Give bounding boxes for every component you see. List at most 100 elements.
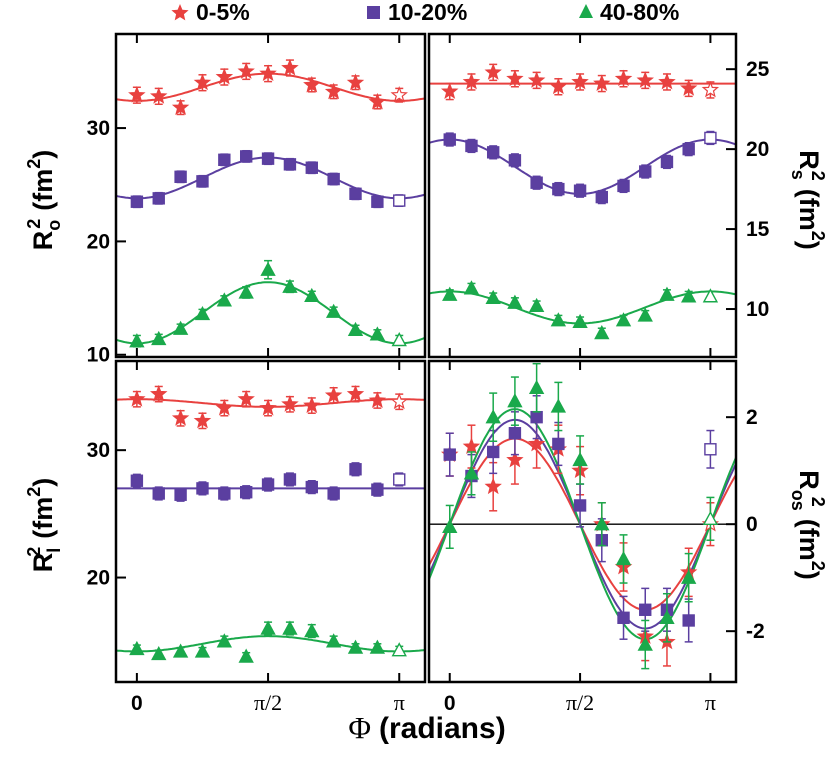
triangle-marker — [304, 623, 320, 638]
data-point — [550, 312, 567, 327]
square-marker — [573, 184, 587, 197]
x-axis-label: Φ (radians) — [348, 710, 505, 745]
square-marker — [508, 427, 522, 440]
triangle-marker — [550, 398, 567, 413]
data-point — [442, 504, 458, 549]
triangle-marker — [528, 379, 545, 394]
square-marker — [595, 190, 608, 204]
square-marker — [218, 153, 231, 167]
y-tick-label: 25 — [746, 58, 770, 81]
panel-frame-bottom-left — [114, 359, 427, 684]
triangle-marker — [485, 409, 501, 424]
data-point — [636, 71, 654, 90]
data-point — [680, 79, 698, 98]
triangle-marker — [681, 288, 697, 303]
square-marker — [682, 614, 695, 627]
legend-item-40-80: 40-80% — [579, 0, 679, 25]
data-point — [368, 391, 387, 409]
data-point — [571, 72, 589, 91]
triangle-marker — [594, 325, 610, 340]
data-point — [261, 152, 275, 166]
square-marker — [283, 473, 297, 486]
data-point — [441, 82, 459, 101]
square-marker — [704, 131, 717, 145]
data-point — [239, 149, 253, 163]
star-marker — [462, 437, 481, 455]
triangle-marker — [216, 292, 233, 307]
triangle-marker — [194, 305, 211, 321]
plot-area — [429, 362, 736, 670]
square-marker — [239, 486, 253, 499]
triangle-marker — [172, 643, 189, 658]
square-marker — [283, 158, 297, 171]
panel-rl-squared: 20 30 0 π/2 π — [87, 361, 425, 715]
data-point — [462, 72, 481, 91]
square-marker — [508, 154, 522, 167]
data-point — [702, 496, 719, 541]
data-point — [327, 172, 340, 186]
y-tick-label: 10 — [746, 298, 769, 321]
data-point — [172, 320, 189, 335]
star-marker — [237, 62, 255, 79]
triangle-marker — [442, 518, 458, 534]
ylabel-ros: Ros2(fm2) — [788, 470, 828, 580]
ylabel-rl: Rl2(fm2) — [24, 478, 64, 573]
legend-item-10-20: 10-20% — [367, 0, 467, 25]
data-point — [572, 313, 588, 329]
data-point — [324, 82, 343, 100]
star-marker — [506, 450, 524, 468]
data-point — [327, 486, 340, 501]
legend-item-0-5: 0-5% — [171, 0, 250, 25]
data-point — [196, 174, 209, 188]
triangle-marker — [572, 452, 588, 467]
data-point — [507, 376, 523, 426]
ylabel-rs: Rs2(fm2) — [788, 150, 828, 250]
star-marker — [614, 69, 633, 87]
square-marker — [130, 474, 144, 487]
square-marker — [305, 480, 318, 494]
square-marker — [639, 603, 652, 616]
data-point — [390, 392, 408, 411]
data-point — [283, 472, 297, 487]
data-point — [485, 289, 501, 305]
data-point — [368, 92, 387, 110]
star-marker — [324, 386, 343, 403]
x-tick-label: π/2 — [254, 690, 282, 715]
triangle-marker — [594, 516, 610, 531]
data-point — [682, 598, 695, 643]
square-marker — [327, 487, 340, 500]
data-point — [194, 305, 211, 321]
y-tick-label: 30 — [87, 439, 110, 462]
triangle-marker — [325, 303, 342, 318]
data-point — [260, 620, 276, 636]
triangle-marker — [282, 620, 298, 635]
data-point — [465, 138, 478, 154]
data-point — [150, 87, 168, 106]
square-marker — [218, 487, 231, 500]
data-point — [218, 486, 231, 501]
data-point — [304, 287, 320, 302]
data-point — [552, 181, 565, 197]
square-marker — [552, 437, 565, 451]
square-marker — [552, 182, 565, 196]
star-marker — [128, 86, 146, 103]
star-marker — [571, 72, 589, 90]
triangle-marker — [347, 321, 364, 336]
data-point — [528, 362, 545, 413]
data-point — [369, 639, 386, 654]
triangle-marker — [637, 636, 653, 651]
data-point — [171, 98, 190, 116]
star-marker — [281, 395, 299, 412]
square-marker — [261, 152, 275, 165]
triangle-marker — [463, 280, 480, 295]
triangle-marker — [681, 569, 697, 584]
data-point — [371, 195, 384, 209]
triangle-marker — [442, 286, 458, 301]
data-point — [390, 86, 408, 103]
data-point — [615, 534, 632, 584]
triangle-marker — [702, 288, 719, 303]
triangle-marker — [659, 286, 675, 301]
y-tick-label: 0 — [746, 513, 758, 536]
square-marker — [349, 187, 362, 201]
panel-ros-squared: -2 0 2 0 π/2 π — [429, 361, 765, 715]
